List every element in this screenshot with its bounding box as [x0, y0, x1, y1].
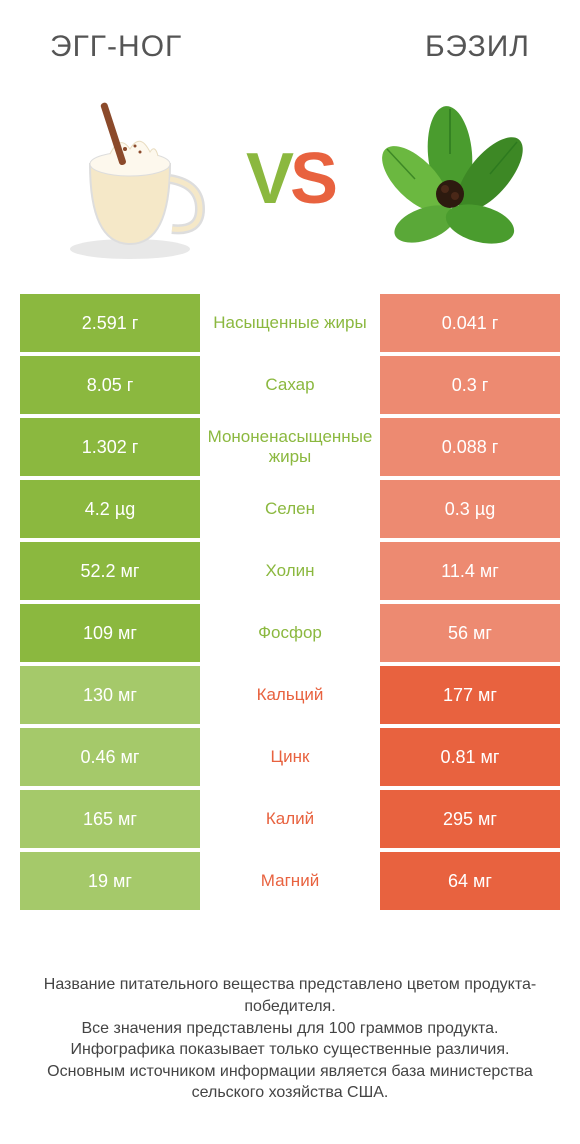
basil-image	[360, 89, 540, 269]
footer-line: Инфографика показывает только существенн…	[30, 1039, 550, 1061]
right-value-cell: 0.3 г	[380, 356, 560, 414]
left-value-cell: 130 мг	[20, 666, 200, 724]
nutrient-label: Цинк	[200, 728, 380, 786]
nutrient-label: Фосфор	[200, 604, 380, 662]
nutrient-label: Сахар	[200, 356, 380, 414]
left-value-cell: 165 мг	[20, 790, 200, 848]
nutrient-label: Мононенасыщенные жиры	[200, 418, 380, 476]
footer-line: Все значения представлены для 100 граммо…	[30, 1018, 550, 1040]
table-row: 2.591 гНасыщенные жиры0.041 г	[20, 294, 560, 352]
comparison-table: 2.591 гНасыщенные жиры0.041 г8.05 гСахар…	[0, 294, 580, 910]
right-value-cell: 177 мг	[380, 666, 560, 724]
left-value-cell: 19 мг	[20, 852, 200, 910]
vs-label: VS	[246, 138, 334, 220]
table-row: 165 мгКалий295 мг	[20, 790, 560, 848]
right-value-cell: 11.4 мг	[380, 542, 560, 600]
right-value-cell: 56 мг	[380, 604, 560, 662]
nutrient-label: Насыщенные жиры	[200, 294, 380, 352]
table-row: 4.2 µgСелен0.3 µg	[20, 480, 560, 538]
left-value-cell: 8.05 г	[20, 356, 200, 414]
vs-v: V	[246, 138, 290, 220]
table-row: 1.302 гМононенасыщенные жиры0.088 г	[20, 418, 560, 476]
left-value-cell: 4.2 µg	[20, 480, 200, 538]
images-row: VS	[0, 74, 580, 294]
right-value-cell: 295 мг	[380, 790, 560, 848]
footer-line: Основным источником информации является …	[30, 1061, 550, 1104]
footer-line: Название питательного вещества представл…	[30, 974, 550, 1017]
table-row: 109 мгФосфор56 мг	[20, 604, 560, 662]
vs-s: S	[290, 138, 334, 220]
table-row: 8.05 гСахар0.3 г	[20, 356, 560, 414]
table-row: 52.2 мгХолин11.4 мг	[20, 542, 560, 600]
nutrient-label: Селен	[200, 480, 380, 538]
left-food-title: ЭГГ-НОГ	[50, 30, 182, 64]
left-value-cell: 0.46 мг	[20, 728, 200, 786]
nutrient-label: Калий	[200, 790, 380, 848]
left-value-cell: 1.302 г	[20, 418, 200, 476]
right-value-cell: 0.81 мг	[380, 728, 560, 786]
table-row: 0.46 мгЦинк0.81 мг	[20, 728, 560, 786]
header: ЭГГ-НОГ БЭЗИЛ	[0, 0, 580, 74]
left-value-cell: 109 мг	[20, 604, 200, 662]
table-row: 19 мгМагний64 мг	[20, 852, 560, 910]
right-value-cell: 64 мг	[380, 852, 560, 910]
left-value-cell: 52.2 мг	[20, 542, 200, 600]
right-value-cell: 0.041 г	[380, 294, 560, 352]
right-food-title: БЭЗИЛ	[425, 30, 530, 64]
left-value-cell: 2.591 г	[20, 294, 200, 352]
table-row: 130 мгКальций177 мг	[20, 666, 560, 724]
right-value-cell: 0.3 µg	[380, 480, 560, 538]
right-value-cell: 0.088 г	[380, 418, 560, 476]
nutrient-label: Магний	[200, 852, 380, 910]
nutrient-label: Кальций	[200, 666, 380, 724]
eggnog-image	[40, 89, 220, 269]
footer-notes: Название питательного вещества представл…	[30, 974, 550, 1104]
nutrient-label: Холин	[200, 542, 380, 600]
